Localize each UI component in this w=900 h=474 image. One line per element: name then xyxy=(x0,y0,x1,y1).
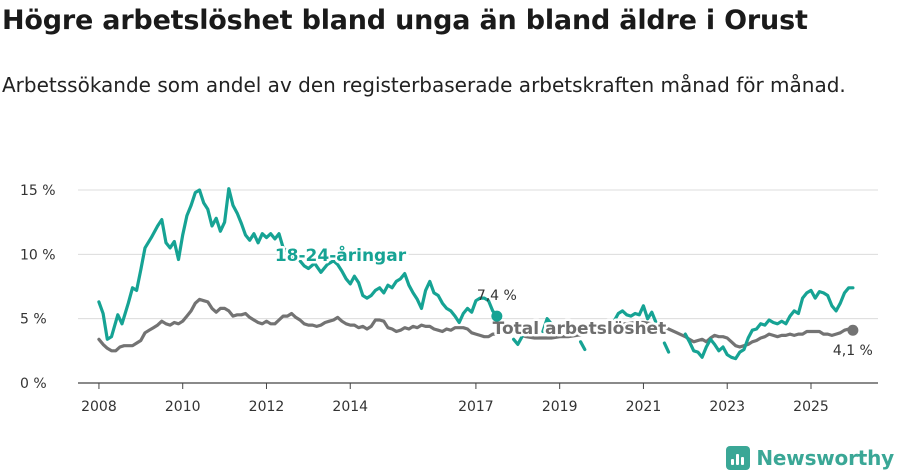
x-tick-label: 2010 xyxy=(165,399,201,415)
x-tick-label: 2021 xyxy=(626,399,662,415)
x-tick-label: 2008 xyxy=(81,399,117,415)
y-tick-label: 10 % xyxy=(20,247,56,263)
series-label: Total arbetslöshet xyxy=(493,319,667,339)
x-tick-label: 2012 xyxy=(249,399,285,415)
bar-chart-icon xyxy=(726,446,751,470)
chart-subtitle: Arbetssökande som andel av den registerb… xyxy=(2,73,846,97)
end-value-label: 4,1 % xyxy=(833,343,873,359)
brand-name: Newsworthy xyxy=(756,446,894,470)
brand-logo: Newsworthy xyxy=(726,446,894,470)
series-line xyxy=(97,187,499,341)
x-tick-label: 2023 xyxy=(709,399,745,415)
series-line xyxy=(541,317,562,334)
series-line xyxy=(512,335,524,346)
y-tick-label: 5 % xyxy=(20,312,47,328)
series-line xyxy=(662,341,671,354)
series-line xyxy=(579,340,587,352)
series-line xyxy=(97,297,855,353)
x-tick-label: 2019 xyxy=(542,399,578,415)
end-point xyxy=(491,310,503,322)
series-line xyxy=(612,304,658,325)
end-value-label: 7,4 % xyxy=(477,288,517,304)
end-point xyxy=(847,324,859,336)
series-line xyxy=(497,318,507,332)
y-tick-label: 15 % xyxy=(20,183,56,199)
x-tick-label: 2017 xyxy=(458,399,494,415)
y-tick-label: 0 % xyxy=(20,376,47,392)
series-label: 18-24-åringar xyxy=(275,244,407,266)
chart-title: Högre arbetslöshet bland unga än bland ä… xyxy=(2,5,808,36)
series-line xyxy=(683,286,855,361)
x-tick-label: 2014 xyxy=(332,399,368,415)
x-tick-label: 2025 xyxy=(793,399,829,415)
